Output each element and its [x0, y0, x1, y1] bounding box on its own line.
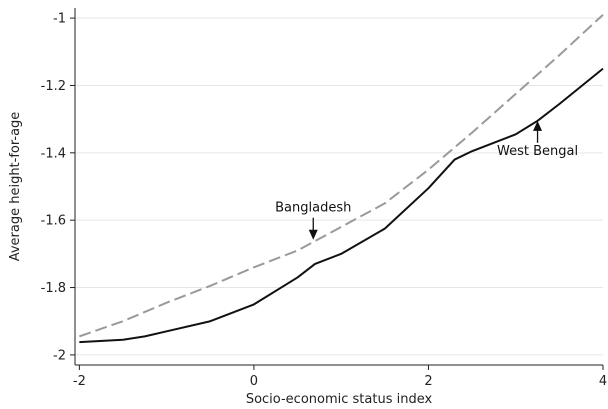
- x-tick-label: 0: [250, 374, 258, 389]
- x-tick-label: 2: [424, 374, 432, 389]
- x-tick-label: -2: [73, 374, 86, 389]
- x-tick-label: 4: [599, 374, 607, 389]
- annotation-layer: Bangladesh West Bengal: [275, 120, 578, 240]
- y-tick-label: -1.4: [41, 146, 66, 161]
- annotation-arrowhead-west-bengal: [533, 120, 543, 131]
- series-layer: [79, 14, 604, 344]
- annotation-arrowhead-bangladesh: [308, 229, 318, 240]
- x-axis-title: Socio-economic status index: [246, 392, 433, 407]
- y-tick-label: -1.6: [41, 214, 66, 229]
- y-tick-label: -1.2: [41, 79, 66, 94]
- grid-lines: [75, 17, 603, 356]
- annotation-label-west-bengal: West Bengal: [497, 144, 578, 159]
- series-line-bangladesh: [79, 14, 604, 338]
- y-tick-label: -1.8: [41, 281, 66, 296]
- axes: -2 -1.8 -1.6 -1.4 -1.2 -1 -2 0 2 4: [41, 8, 607, 389]
- y-tick-label: -1: [53, 12, 66, 27]
- annotation-label-bangladesh: Bangladesh: [275, 201, 351, 216]
- y-axis-title: Average height-for-age: [8, 112, 23, 262]
- y-tick-label: -2: [53, 348, 66, 363]
- series-line-west-bengal: [79, 67, 604, 344]
